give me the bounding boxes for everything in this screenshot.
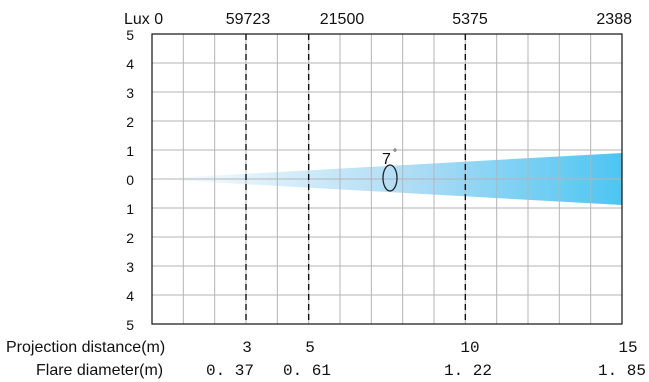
lux-label: Lux 0 [124,11,163,28]
lux-value-3m: 59723 [226,11,271,28]
gridlines [152,34,622,324]
y-tick: 4 [126,288,134,304]
distance-15: 15 [618,339,637,357]
distance-markers [245,34,467,324]
y-tick: 5 [126,317,134,333]
diameter-3: 0. 37 [206,362,254,380]
beam-angle-value: 7 [382,151,391,168]
diameter-5: 0. 61 [283,362,331,380]
distance-3: 3 [242,339,252,357]
distance-5: 5 [305,339,315,357]
y-tick-labels: 5 4 3 2 1 0 1 2 3 4 5 [126,27,134,333]
distance-10: 10 [460,339,479,357]
lux-value-15m: 2388 [596,11,632,28]
plot-border [151,33,623,325]
lux-value-10m: 5375 [452,11,488,28]
y-tick: 2 [126,230,134,246]
diameter-10: 1. 22 [444,362,492,380]
diameter-15: 1. 85 [598,362,646,380]
y-tick: 1 [126,201,134,217]
lux-value-5m: 21500 [320,11,365,28]
y-tick: 1 [126,143,134,159]
y-tick: 5 [126,27,134,43]
projection-distance-label: Projection distance(m) [6,339,165,356]
degree-symbol: ° [393,148,397,159]
y-tick: 4 [126,56,134,72]
y-tick: 3 [126,259,134,275]
y-tick: 0 [126,172,134,188]
beam-angle-ellipse [382,164,398,192]
y-tick: 2 [126,114,134,130]
y-tick: 3 [126,85,134,101]
flare-diameter-label: Flare diameter(m) [36,362,163,379]
